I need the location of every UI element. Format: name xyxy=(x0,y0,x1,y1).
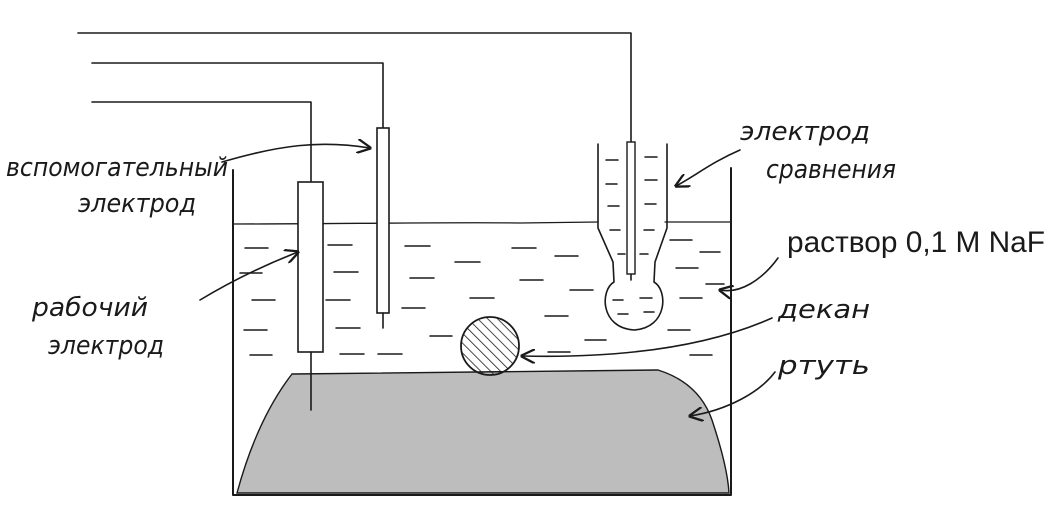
arrow-working xyxy=(199,252,298,301)
label-reference-electrode-line1: электрод xyxy=(740,117,870,147)
label-auxiliary-electrode-line1: вспомогательный xyxy=(6,153,228,183)
reference-electrode-fill xyxy=(605,156,658,315)
solution-dashes xyxy=(239,239,725,356)
label-solution: раствор 0,1 M NaF xyxy=(787,226,1045,259)
arrow-mercury xyxy=(690,371,776,416)
solution-surface xyxy=(232,221,732,225)
label-auxiliary-electrode-line2: электрод xyxy=(78,189,196,219)
arrow-auxiliary xyxy=(221,144,370,163)
arrow-reference xyxy=(676,149,741,186)
arrow-decane xyxy=(522,317,773,356)
decane-droplet xyxy=(460,316,520,376)
label-reference-electrode-line2: сравнения xyxy=(766,155,896,185)
mercury-pool xyxy=(236,369,730,494)
beaker xyxy=(232,167,732,496)
working-electrode xyxy=(297,181,324,353)
wire-auxiliary xyxy=(91,62,384,129)
reference-electrode-inner-tube xyxy=(626,141,636,275)
label-working-electrode-line1: рабочий xyxy=(31,293,148,323)
reference-electrode-body xyxy=(597,143,668,331)
wire-working xyxy=(91,101,312,183)
label-working-electrode-line2: электрод xyxy=(48,331,164,361)
arrow-solution xyxy=(720,257,779,291)
label-decane: декан xyxy=(777,295,870,325)
label-mercury: ртуть xyxy=(777,351,870,381)
auxiliary-electrode xyxy=(376,127,390,314)
